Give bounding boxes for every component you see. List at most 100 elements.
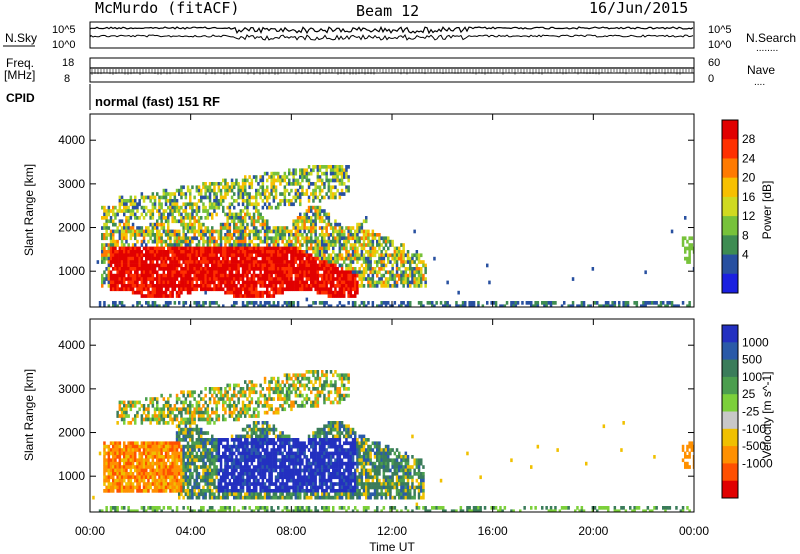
data-cell <box>512 301 515 305</box>
data-cell <box>334 222 337 227</box>
data-cell <box>175 246 179 251</box>
data-cell <box>351 267 355 271</box>
data-cell <box>362 273 366 278</box>
data-cell <box>224 212 227 217</box>
data-cell <box>272 287 276 292</box>
data-cell <box>129 202 133 207</box>
data-cell <box>688 236 691 241</box>
data-cell <box>446 280 449 285</box>
data-cell <box>299 243 302 247</box>
data-cell <box>283 226 287 230</box>
data-cell <box>257 263 260 268</box>
data-cell <box>345 277 348 281</box>
data-cell <box>246 222 249 227</box>
data-cell <box>101 509 104 512</box>
data-cell <box>294 229 298 234</box>
data-cell <box>310 273 313 278</box>
data-cell <box>200 390 203 395</box>
data-cell <box>112 461 115 466</box>
data-cell <box>193 410 196 415</box>
data-cell <box>206 188 210 193</box>
data-cell <box>114 468 117 473</box>
data-cell <box>118 236 122 241</box>
data-cell <box>193 226 196 230</box>
data-cell <box>224 387 227 391</box>
data-cell <box>389 253 392 258</box>
data-cell <box>164 202 168 207</box>
data-cell <box>250 253 254 258</box>
data-cell <box>360 263 364 268</box>
data-cell <box>246 205 249 210</box>
data-cell <box>277 260 280 264</box>
data-cell <box>252 277 256 281</box>
data-cell <box>270 294 273 298</box>
data-cell <box>228 478 232 483</box>
data-cell <box>147 250 150 254</box>
data-cell <box>191 226 194 230</box>
data-cell <box>184 461 188 466</box>
data-cell <box>206 431 210 435</box>
data-cell <box>153 290 157 295</box>
data-cell <box>180 256 183 261</box>
data-cell <box>351 246 355 251</box>
data-cell <box>382 267 386 271</box>
data-cell <box>340 267 344 271</box>
data-cell <box>156 417 159 422</box>
data-cell <box>395 273 399 278</box>
data-cell <box>279 253 282 258</box>
data-cell <box>167 397 170 401</box>
freq-traces <box>90 67 694 75</box>
data-cell <box>202 250 205 254</box>
data-cell <box>255 229 258 234</box>
data-cell <box>118 468 122 473</box>
data-cell <box>241 250 245 254</box>
data-cell <box>103 465 106 469</box>
data-cell <box>118 246 122 251</box>
data-cell <box>178 489 181 493</box>
data-cell <box>182 465 185 469</box>
data-cell <box>332 165 335 169</box>
data-cell <box>160 414 163 418</box>
data-cell <box>217 387 221 391</box>
data-cell <box>186 421 190 425</box>
data-cell <box>156 506 159 510</box>
data-cell <box>343 284 346 288</box>
data-cell <box>204 284 207 288</box>
data-cell <box>279 284 282 288</box>
data-cell <box>354 273 357 278</box>
data-cell <box>296 229 300 234</box>
data-cell <box>224 455 227 459</box>
data-cell <box>384 253 388 258</box>
data-cell <box>200 246 203 251</box>
data-cell <box>301 226 304 230</box>
data-cell <box>186 461 190 466</box>
data-cell <box>294 178 298 183</box>
data-cell <box>257 229 260 234</box>
data-cell <box>162 253 166 258</box>
data-cell <box>307 239 311 244</box>
data-cell <box>211 441 214 446</box>
data-cell <box>226 219 229 224</box>
data-cell <box>162 267 166 271</box>
data-cell <box>323 236 326 241</box>
data-cell <box>301 178 304 183</box>
data-cell <box>321 260 324 264</box>
data-cell <box>206 260 210 264</box>
data-cell <box>164 253 168 258</box>
data-cell <box>321 256 324 261</box>
data-cell <box>613 301 617 305</box>
data-cell <box>114 222 117 227</box>
data-cell <box>120 400 124 405</box>
data-cell <box>690 246 694 251</box>
data-cell <box>134 451 137 456</box>
data-cell <box>233 468 236 473</box>
data-cell <box>244 284 247 288</box>
data-cell <box>197 260 201 264</box>
data-cell <box>376 233 379 237</box>
data-cell <box>208 485 212 490</box>
data-cell <box>288 182 291 186</box>
data-cell <box>367 267 370 271</box>
data-cell <box>107 465 111 469</box>
data-cell <box>107 263 111 268</box>
data-cell <box>96 260 100 264</box>
